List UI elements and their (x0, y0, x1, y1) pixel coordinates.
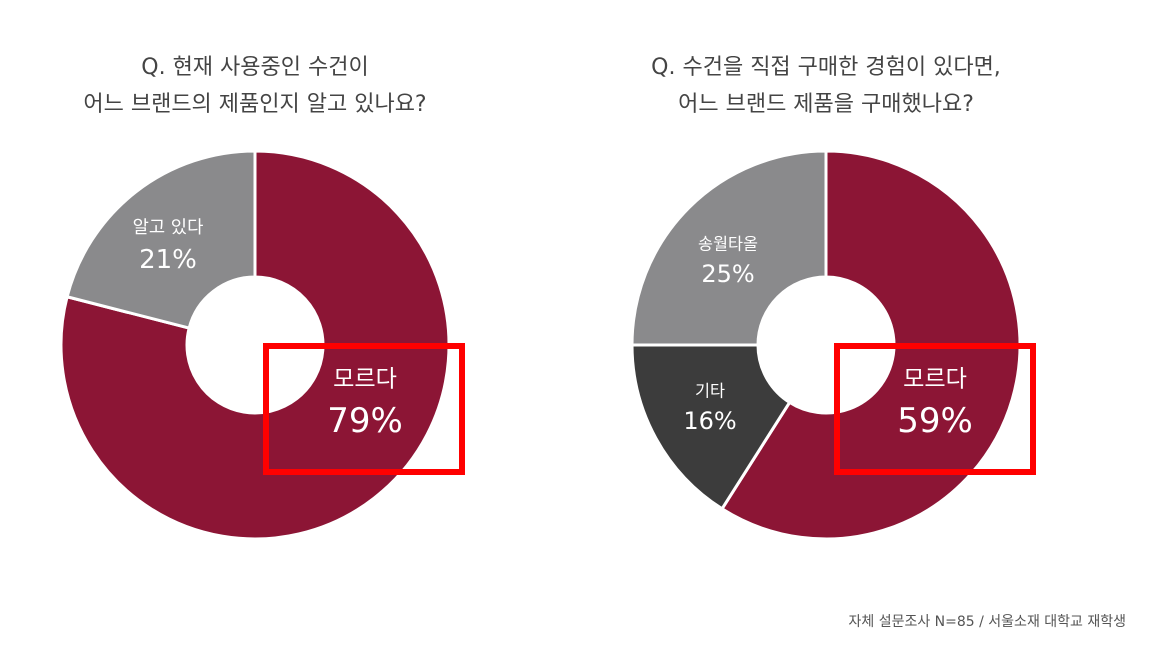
highlight-box (834, 343, 1036, 475)
value-label: 16% (683, 407, 736, 435)
pie-slice (65, 149, 257, 330)
chart-title: Q. 현재 사용중인 수건이 (141, 55, 368, 80)
slice-label: 기타 (695, 382, 725, 401)
slice-label: 모르다 (903, 367, 967, 393)
value-label: 25% (701, 260, 754, 288)
chart-title: 어느 브랜드의 제품인지 알고 있나요? (83, 92, 426, 117)
value-label: 59% (897, 401, 973, 441)
pie-slice (630, 149, 828, 347)
chart-title: 어느 브랜드 제품을 구매했나요? (678, 92, 974, 117)
value-label: 79% (327, 401, 403, 441)
highlight-box (263, 343, 465, 475)
value-label: 21% (139, 245, 197, 275)
slice-label: 송월타올 (698, 235, 758, 254)
pie-slice (59, 149, 451, 541)
chart-title: Q. 수건을 직접 구매한 경험이 있다면, (651, 55, 1001, 80)
slice-label: 알고 있다 (133, 217, 204, 238)
footnote: 자체 설문조사 N=85 / 서울소재 대학교 재학생 (848, 614, 1126, 630)
pie-slice (630, 343, 792, 511)
slice-label: 모르다 (333, 367, 397, 393)
